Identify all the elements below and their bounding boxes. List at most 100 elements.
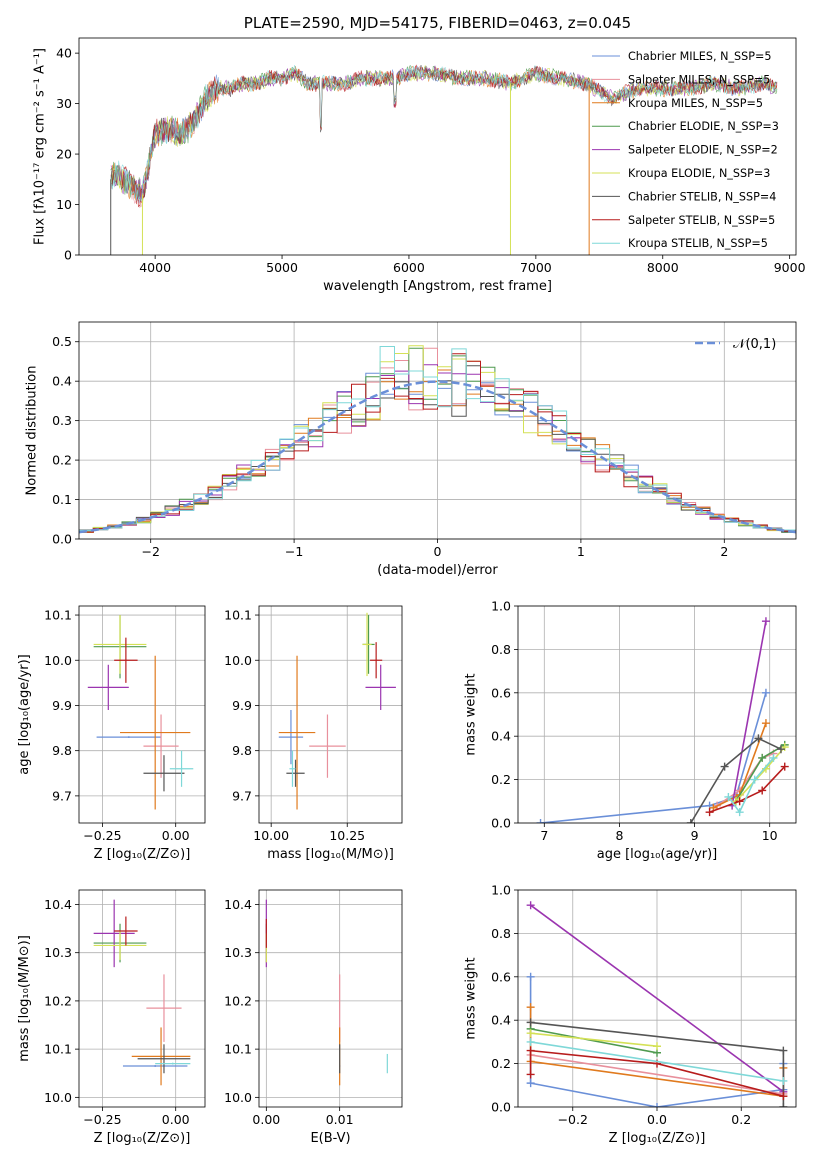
x-axis-label: age [log₁₀(age/yr)] [597,847,718,862]
y-tick-label: 0.1 [52,492,72,507]
spectrum-lines [110,64,778,255]
y-tick-label: 9.8 [232,743,252,758]
weight-marker [526,1079,535,1088]
weight-series-line [530,1041,784,1082]
histogram-group [79,345,796,535]
x-tick-label: 1 [577,544,585,559]
plot-frame [258,889,403,1108]
y-tick-label: 1.0 [491,883,511,898]
legend-entry: Chabrier STELIB, N_SSP=4 [628,190,776,203]
y-tick-label: 9.7 [52,788,72,803]
weight-series-line [530,1028,658,1054]
legend-entry: Kroupa STELIB, N_SSP=5 [628,237,768,250]
weight-series-line [731,621,767,806]
weight-marker [754,734,763,743]
weight-marker [735,797,744,806]
y-tick-label: 9.9 [52,698,72,713]
y-tick-label: 0.0 [52,532,72,547]
weight-marker [776,745,785,754]
weight-lines [536,617,789,823]
weight-marker [526,1046,535,1055]
plot-frame [78,889,206,1108]
weight-series-line [690,737,782,823]
axes-mass-vs-Z: −0.25 0.00 10.0 10.1 10.2 10.3 10.4 Z [log₁₀(Z/… [17,890,205,1146]
x-axis-label: Z [log₁₀(Z/Z⊙)] [94,1131,191,1146]
x-axis-label: mass [log₁₀(M/M⊙)] [267,847,394,862]
y-tick-label: 10.1 [44,608,72,623]
weight-marker [536,819,545,823]
x-tick-label: 7 [540,828,548,843]
axes-weight-vs-Z: −0.2 0.0 0.2 0.0 0.2 0.4 0.6 0.8 1.0 Z [log₁₀(Z/Z… [464,883,796,1146]
x-tick-label: 5000 [266,260,298,275]
y-tick-label: 0.5 [52,334,72,349]
weight-marker [758,753,767,762]
weight-marker [653,1042,661,1051]
weight-marker [779,1076,788,1085]
x-tick-label: 8000 [647,260,679,275]
legend-entry: Salpeter STELIB, N_SSP=5 [628,214,775,227]
y-tick-label: 0.2 [491,1056,511,1071]
weight-marker [761,719,770,728]
y-axis-label: Flux [fλ10⁻¹⁷ erg cm⁻² s⁻¹ A⁻¹] [32,48,47,245]
weight-marker [653,1103,661,1107]
weight-marker [686,819,695,823]
errorbar-group [278,612,396,810]
legend-entry: Kroupa ELODIE, N_SSP=3 [628,167,770,180]
legend-entry: Kroupa MILES, N_SSP=5 [628,97,763,110]
axes-age-vs-Z: −0.25 0.00 9.7 9.8 9.9 10.0 10.1 Z [log₁₀(Z/Z⊙)… [17,606,205,862]
y-tick-label: 20 [56,147,72,162]
weight-series-line [530,1054,784,1095]
y-tick-label: 10.3 [44,945,72,960]
x-tick-label: 0.0 [647,1112,667,1127]
y-tick-label: 0.4 [491,1013,511,1028]
weight-marker [735,808,744,817]
weight-marker [779,1046,788,1055]
y-tick-label: 40 [56,46,72,61]
x-tick-label: 4000 [139,260,171,275]
y-tick-label: 0.0 [491,816,511,831]
x-tick-label: 10.00 [253,828,289,843]
y-tick-label: 1.0 [491,599,511,614]
x-tick-label: −2 [141,544,159,559]
weight-marker [758,786,767,795]
plot-frame [517,889,797,1108]
y-tick-label: 10.1 [224,1042,252,1057]
x-tick-label: 9000 [774,260,806,275]
y-tick-label: 9.8 [52,743,72,758]
spectrum-legend: Chabrier MILES, N_SSP=5 Salpeter MILES, N… [592,50,779,250]
weight-marker [761,617,770,626]
y-tick-label: 10.0 [44,1090,72,1105]
x-tick-label: 2 [720,544,728,559]
x-tick-label: 0.2 [731,1112,751,1127]
weight-marker [526,1037,535,1046]
weight-marker [769,753,778,762]
legend-entry: Salpeter ELODIE, N_SSP=2 [628,144,778,157]
y-tick-label: 0.3 [52,413,72,428]
x-tick-label: −1 [285,544,303,559]
y-axis-label: mass [log₁₀(M/M⊙)] [17,935,32,1062]
y-tick-label: 0 [64,248,72,263]
spectrum-series-line [110,64,778,208]
axes-spectrum: 4000 5000 6000 7000 8000 9000 0 10 20 30 40 wavelen… [32,46,805,294]
weight-marker [720,762,729,771]
errorbar-group [93,899,191,1086]
x-tick-label: 6000 [393,260,425,275]
y-tick-label: 10 [56,197,72,212]
y-tick-label: 10.4 [44,897,72,912]
legend-entry: Chabrier ELODIE, N_SSP=3 [628,120,779,133]
x-tick-label: 0.00 [162,1112,190,1127]
x-tick-label: 0.00 [162,828,190,843]
y-tick-label: 10.0 [224,1090,252,1105]
y-tick-label: 0.2 [491,772,511,787]
y-tick-label: 0.0 [491,1100,511,1115]
x-axis-label: Z [log₁₀(Z/Z⊙)] [609,1131,706,1146]
errorbar-group [265,899,388,1086]
x-axis-label: E(B-V) [310,1131,350,1146]
y-tick-label: 10.0 [224,653,252,668]
y-tick-label: 0.8 [491,642,511,657]
weight-marker [761,688,770,697]
weight-lines [526,901,788,1107]
y-tick-label: 0.6 [491,685,511,700]
x-tick-label: −0.25 [83,1112,121,1127]
y-tick-label: 0.6 [491,969,511,984]
